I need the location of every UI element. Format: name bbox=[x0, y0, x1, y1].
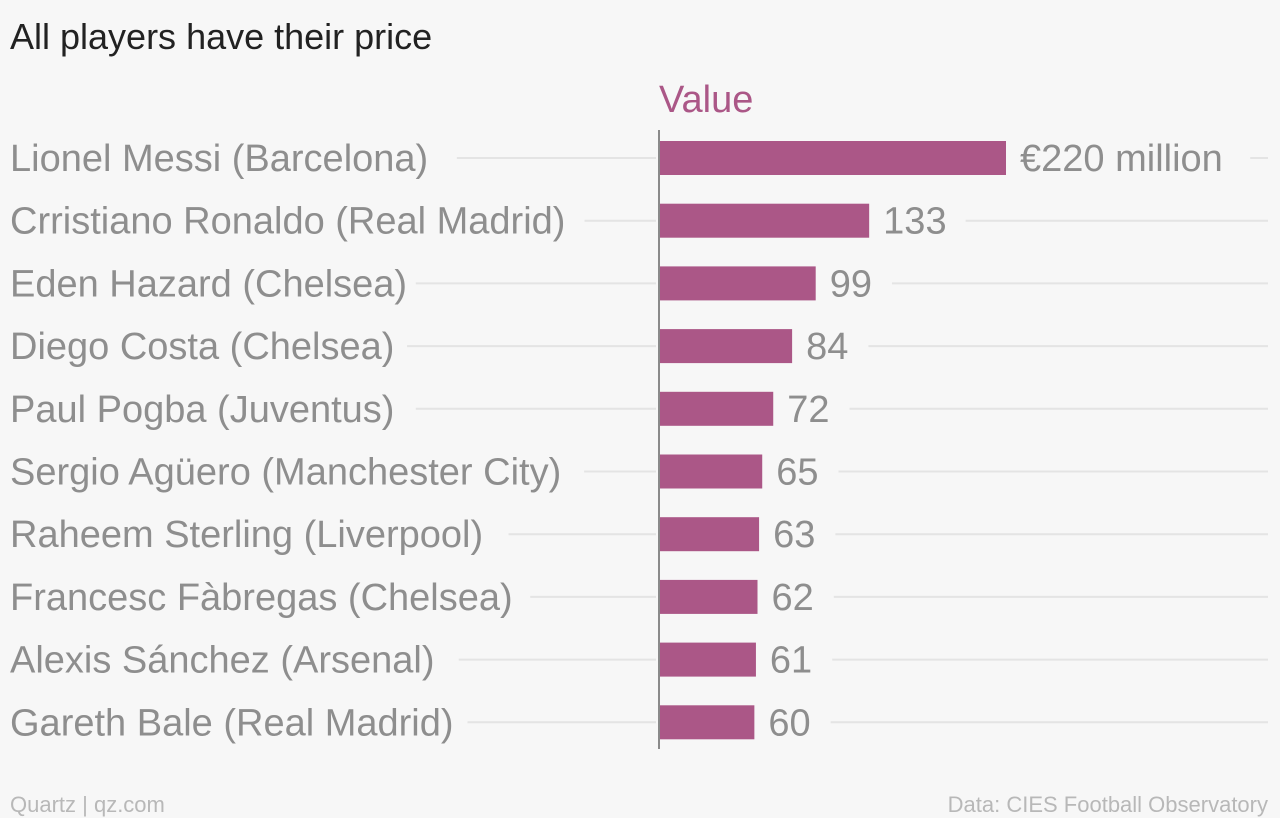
category-label: Diego Costa (Chelsea) bbox=[10, 326, 394, 368]
bar bbox=[660, 579, 758, 614]
bar bbox=[660, 705, 755, 740]
bar bbox=[660, 454, 763, 489]
chart-title: All players have their price bbox=[10, 16, 432, 57]
value-label: 61 bbox=[770, 640, 812, 682]
value-label: 62 bbox=[772, 577, 814, 619]
category-label: Gareth Bale (Real Madrid) bbox=[10, 702, 454, 744]
value-label: 65 bbox=[776, 452, 818, 494]
value-label: 72 bbox=[787, 389, 829, 431]
value-label: €220 million bbox=[1020, 138, 1223, 180]
category-label: Sergio Agüero (Manchester City) bbox=[10, 452, 561, 494]
value-label: 63 bbox=[773, 514, 815, 556]
bar bbox=[660, 329, 793, 364]
gridlines bbox=[407, 157, 1268, 724]
category-label: Crristiano Ronaldo (Real Madrid) bbox=[10, 201, 565, 243]
category-label: Paul Pogba (Juventus) bbox=[10, 389, 394, 431]
category-labels: Lionel Messi (Barcelona) Crristiano Ronal… bbox=[10, 138, 565, 744]
bar bbox=[660, 517, 760, 552]
value-label: 60 bbox=[768, 702, 810, 744]
bar bbox=[660, 203, 870, 238]
bar bbox=[660, 266, 816, 301]
bar bbox=[660, 141, 1006, 175]
value-label: 99 bbox=[830, 263, 872, 305]
bar bbox=[660, 391, 774, 426]
footer-source-left: Quartz | qz.com bbox=[10, 792, 165, 817]
category-label: Alexis Sánchez (Arsenal) bbox=[10, 640, 435, 682]
value-label: 133 bbox=[883, 201, 946, 243]
bar bbox=[660, 642, 756, 677]
value-labels: €220 million 133 99 84 72 65 63 62 61 60 bbox=[768, 138, 1222, 744]
category-label: Eden Hazard (Chelsea) bbox=[10, 263, 407, 305]
category-label: Francesc Fàbregas (Chelsea) bbox=[10, 577, 513, 619]
footer-source-right: Data: CIES Football Observatory bbox=[948, 792, 1268, 817]
value-label: 84 bbox=[806, 326, 848, 368]
category-label: Lionel Messi (Barcelona) bbox=[10, 138, 428, 180]
series-label-value: Value bbox=[659, 79, 753, 121]
bars bbox=[660, 141, 1006, 740]
category-label: Raheem Sterling (Liverpool) bbox=[10, 514, 483, 556]
